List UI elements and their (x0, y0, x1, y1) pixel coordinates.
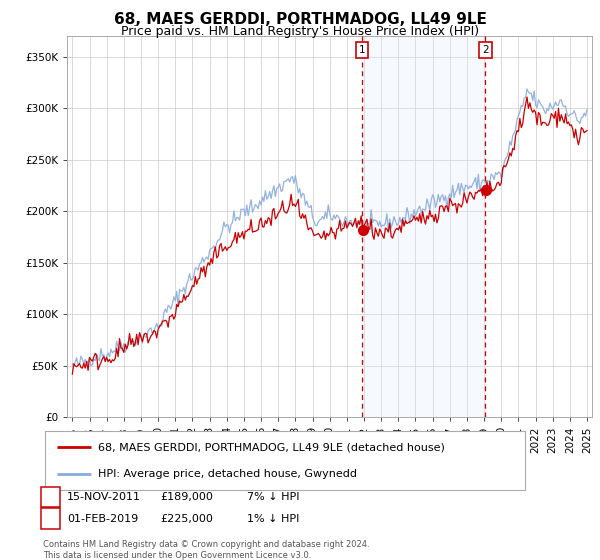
Text: HPI: Average price, detached house, Gwynedd: HPI: Average price, detached house, Gwyn… (98, 469, 357, 479)
Text: 1% ↓ HPI: 1% ↓ HPI (247, 514, 299, 524)
Text: £225,000: £225,000 (160, 514, 213, 524)
Text: 68, MAES GERDDI, PORTHMADOG, LL49 9LE: 68, MAES GERDDI, PORTHMADOG, LL49 9LE (113, 12, 487, 27)
Text: 1: 1 (359, 45, 365, 55)
Text: Contains HM Land Registry data © Crown copyright and database right 2024.
This d: Contains HM Land Registry data © Crown c… (43, 540, 370, 559)
Text: Price paid vs. HM Land Registry's House Price Index (HPI): Price paid vs. HM Land Registry's House … (121, 25, 479, 38)
Text: 2: 2 (47, 514, 54, 524)
Text: 1: 1 (47, 492, 54, 502)
FancyBboxPatch shape (41, 508, 60, 529)
Text: 7% ↓ HPI: 7% ↓ HPI (247, 492, 300, 502)
Text: 01-FEB-2019: 01-FEB-2019 (67, 514, 139, 524)
FancyBboxPatch shape (41, 487, 60, 507)
Text: £189,000: £189,000 (160, 492, 213, 502)
Text: 2: 2 (482, 45, 489, 55)
Text: 68, MAES GERDDI, PORTHMADOG, LL49 9LE (detached house): 68, MAES GERDDI, PORTHMADOG, LL49 9LE (d… (98, 442, 445, 452)
Bar (362, 36, 485, 417)
Text: 15-NOV-2011: 15-NOV-2011 (67, 492, 141, 502)
